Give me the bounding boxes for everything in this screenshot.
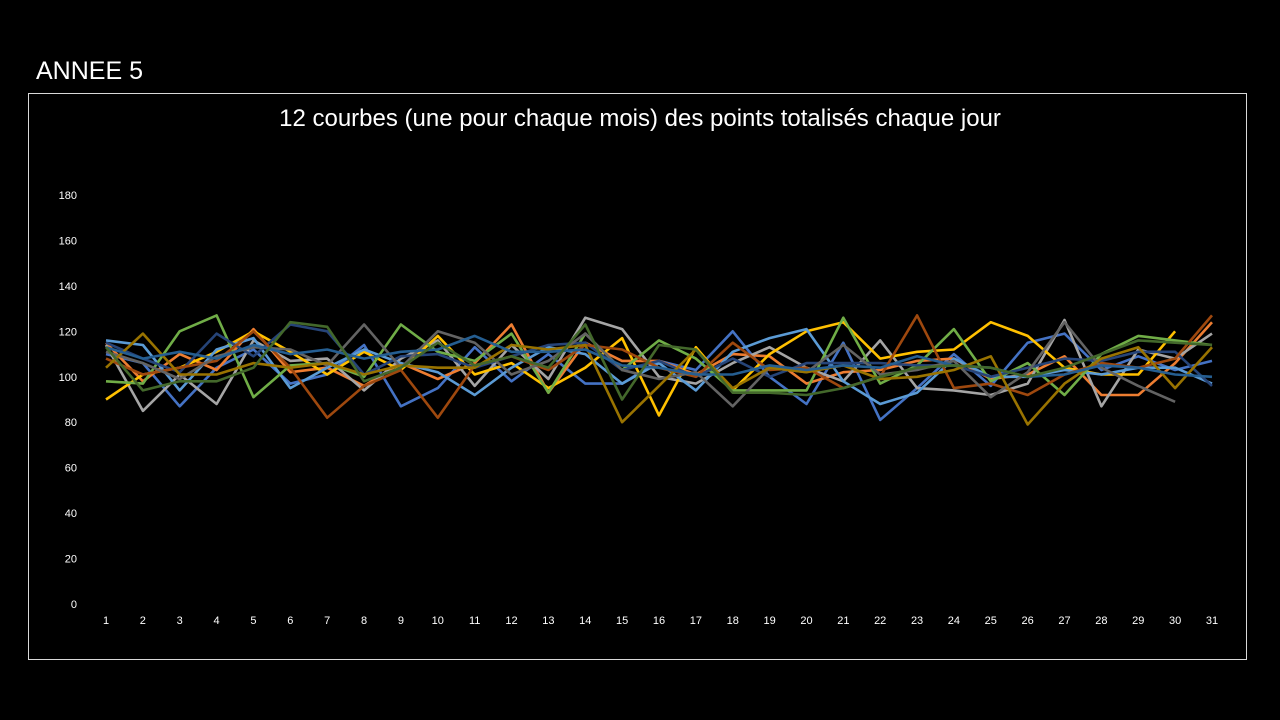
x-tick-label: 6 bbox=[287, 615, 293, 627]
x-tick-label: 31 bbox=[1206, 615, 1218, 627]
x-tick-label: 30 bbox=[1169, 615, 1181, 627]
x-tick-label: 10 bbox=[432, 615, 444, 627]
x-tick-label: 24 bbox=[948, 615, 960, 627]
y-axis-labels: 0 20 40 60 80 100 120 140 160 180 bbox=[59, 190, 77, 611]
y-tick-label: 140 bbox=[59, 281, 77, 293]
y-tick-label: 0 bbox=[71, 599, 77, 611]
series-lines bbox=[104, 314, 1213, 426]
x-tick-label: 2 bbox=[140, 615, 146, 627]
y-tick-label: 60 bbox=[65, 463, 77, 475]
x-tick-label: 27 bbox=[1058, 615, 1070, 627]
x-tick-label: 9 bbox=[398, 615, 404, 627]
x-tick-label: 11 bbox=[469, 615, 480, 627]
series-line-12 bbox=[105, 320, 1213, 401]
x-tick-label: 8 bbox=[361, 615, 367, 627]
x-tick-label: 17 bbox=[690, 615, 702, 627]
y-tick-label: 80 bbox=[65, 417, 77, 429]
x-tick-label: 12 bbox=[505, 615, 517, 627]
x-tick-label: 15 bbox=[616, 615, 628, 627]
x-tick-label: 23 bbox=[911, 615, 923, 627]
x-tick-label: 3 bbox=[177, 615, 183, 627]
x-tick-label: 22 bbox=[874, 615, 886, 627]
chart-frame bbox=[28, 93, 1247, 660]
x-tick-label: 18 bbox=[727, 615, 739, 627]
y-tick-label: 160 bbox=[59, 235, 77, 247]
y-tick-label: 120 bbox=[59, 326, 77, 338]
series-line-7 bbox=[105, 323, 1213, 387]
y-tick-label: 180 bbox=[59, 190, 77, 202]
x-tick-label: 21 bbox=[837, 615, 849, 627]
x-tick-label: 5 bbox=[250, 615, 256, 627]
x-tick-label: 14 bbox=[579, 615, 591, 627]
x-tick-label: 7 bbox=[324, 615, 330, 627]
x-tick-label: 26 bbox=[1022, 615, 1034, 627]
x-tick-label: 25 bbox=[985, 615, 997, 627]
x-tick-label: 13 bbox=[542, 615, 554, 627]
page-heading: ANNEE 5 bbox=[36, 57, 143, 85]
chart-title: 12 courbes (une pour chaque mois) des po… bbox=[279, 105, 1001, 132]
series-line-6 bbox=[105, 314, 1213, 399]
series-line-3 bbox=[104, 316, 1213, 413]
x-tick-label: 4 bbox=[214, 615, 220, 627]
y-tick-label: 40 bbox=[65, 508, 77, 520]
x-tick-label: 29 bbox=[1132, 615, 1144, 627]
y-tick-label: 100 bbox=[59, 372, 77, 384]
y-tick-label: 20 bbox=[65, 554, 77, 566]
x-tick-label: 19 bbox=[763, 615, 775, 627]
x-tick-label: 20 bbox=[800, 615, 812, 627]
x-tick-label: 16 bbox=[653, 615, 665, 627]
x-tick-label: 28 bbox=[1095, 615, 1107, 627]
x-tick-label: 1 bbox=[103, 615, 109, 627]
series-line-10 bbox=[105, 332, 1213, 426]
x-axis-labels: 1 2 3 4 5 6 7 8 9 10 11 12 13 14 15 16 17 18 19 20 21 22 23 24 2… bbox=[103, 615, 1218, 627]
